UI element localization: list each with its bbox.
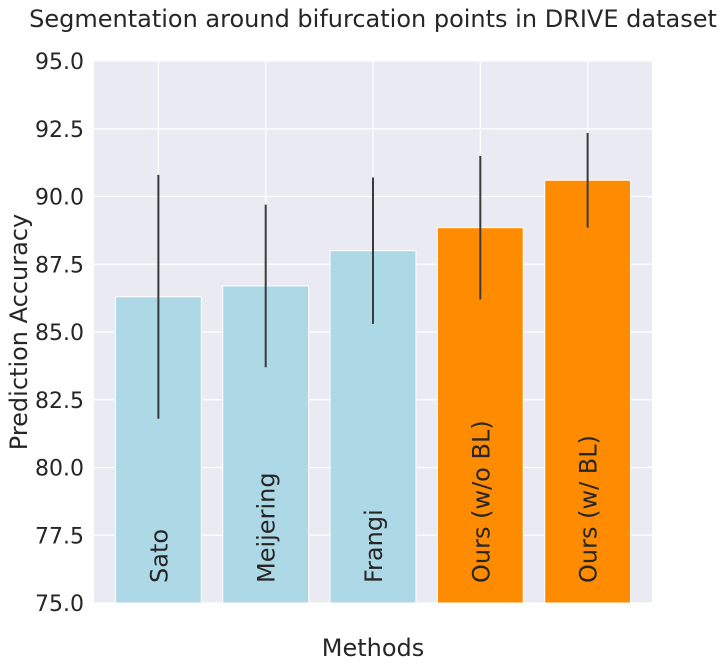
y-tick-label: 95.0: [35, 50, 84, 75]
x-axis-label: Methods: [322, 634, 425, 662]
y-tick-label: 92.5: [35, 118, 84, 143]
error-bars: [157, 132, 589, 419]
bar-label: Sato: [145, 529, 173, 583]
y-tick-label: 75.0: [35, 592, 84, 617]
chart-title: Segmentation around bifurcation points i…: [29, 5, 717, 33]
y-tick-label: 80.0: [35, 457, 84, 482]
y-tick-labels: 75.0 77.5 80.0 82.5 85.0 87.5 90.0 92.5 95.0: [35, 50, 84, 617]
y-tick-label: 85.0: [35, 321, 84, 346]
y-tick-label: 87.5: [35, 253, 84, 278]
bar: [544, 179, 632, 604]
bar-labels: Sato Meijering Frangi Ours (w/o BL) Ours (w/…: [145, 420, 602, 583]
y-tick-label: 90.0: [35, 186, 84, 211]
y-axis-label: Prediction Accuracy: [5, 214, 33, 450]
y-tick-label: 77.5: [35, 524, 84, 549]
y-tick-label: 82.5: [35, 389, 84, 414]
bar-label: Frangi: [360, 509, 388, 583]
bar-label: Meijering: [253, 472, 281, 583]
bar-label: Ours (w/o BL): [467, 420, 495, 583]
bar-label: Ours (w/ BL): [575, 435, 603, 583]
